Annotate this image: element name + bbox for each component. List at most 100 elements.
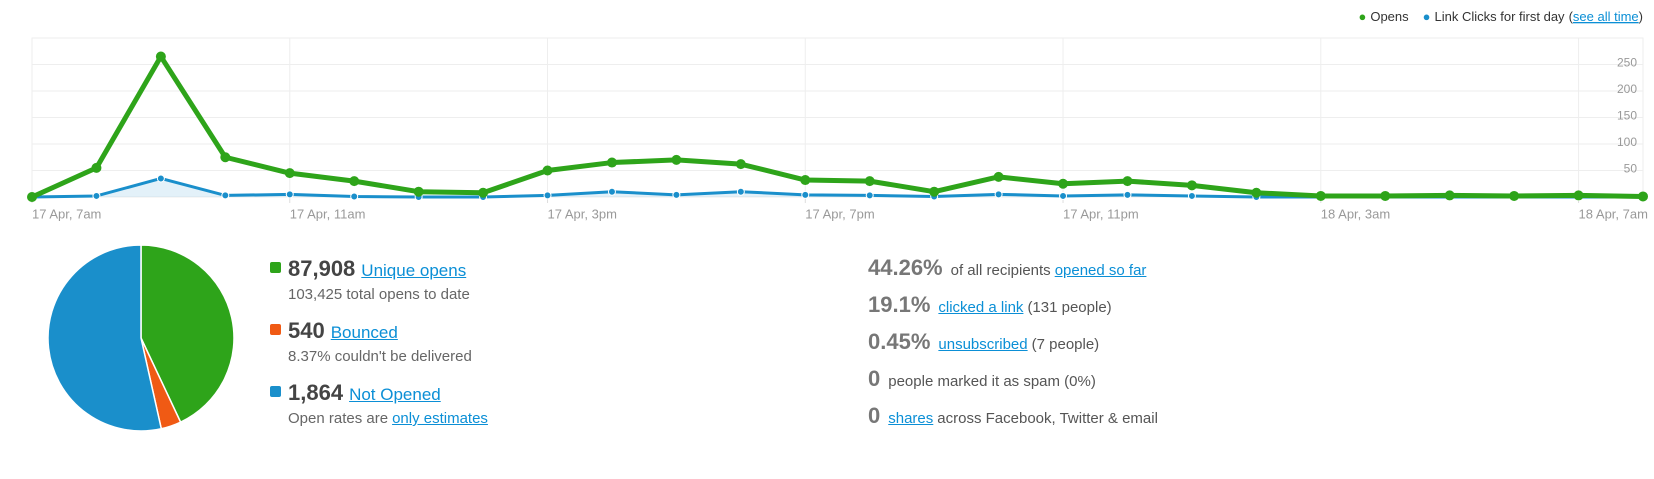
point — [865, 191, 874, 200]
point — [1573, 190, 1584, 201]
point — [735, 159, 746, 170]
stat-row: 0.45% unsubscribed (7 people) — [868, 329, 1099, 355]
point — [542, 165, 553, 176]
point — [671, 154, 682, 165]
x-tick-label: 17 Apr, 11am — [290, 206, 366, 221]
legend-link[interactable]: see all time — [1573, 9, 1639, 24]
legend-square — [270, 262, 281, 273]
summary-note: 103,425 total opens to date — [288, 286, 470, 303]
pie-slice — [140, 244, 235, 424]
stat-row: 44.26% of all recipients opened so far — [868, 255, 1150, 281]
point — [1186, 180, 1197, 191]
x-tick-label: 17 Apr, 7pm — [805, 206, 874, 221]
point — [478, 187, 489, 198]
point — [994, 190, 1003, 199]
point — [993, 171, 1004, 182]
summary-row: 87,908 Unique opens — [270, 256, 466, 282]
point — [929, 186, 940, 197]
point — [221, 191, 230, 200]
point — [350, 192, 359, 201]
x-tick-label: 18 Apr, 3am — [1321, 206, 1390, 221]
note-text: Open rates are — [288, 410, 389, 427]
point — [413, 186, 424, 197]
pie-chart — [47, 244, 235, 432]
stat-row: 19.1% clicked a link (131 people) — [868, 292, 1112, 318]
y-tick-label: 200 — [1617, 82, 1637, 96]
summary-number: 540 — [288, 318, 325, 343]
stat-number: 44.26% — [868, 255, 943, 280]
stat-link[interactable]: unsubscribed — [938, 336, 1028, 353]
point — [864, 176, 875, 187]
line — [30, 54, 1644, 200]
y-tick-label: 100 — [1617, 135, 1637, 149]
point — [349, 176, 360, 187]
point — [1123, 190, 1132, 199]
summary-note: 8.37% couldn't be delivered — [288, 348, 472, 365]
x-tick-label: 17 Apr, 3pm — [548, 206, 617, 221]
pie-slice — [47, 244, 163, 432]
y-tick-label: 250 — [1617, 56, 1637, 70]
point — [1315, 190, 1326, 201]
stat-link[interactable]: shares — [888, 410, 934, 427]
stat-number: 0 — [868, 403, 881, 428]
point — [92, 191, 101, 200]
point — [1638, 191, 1648, 202]
note-text: 8.37% couldn't be delivered — [288, 348, 472, 365]
legend: ● Opens ● Link Clicks for first day (see all… — [1358, 9, 1643, 24]
stat-number: 19.1% — [868, 292, 931, 317]
summary-note: Open rates are only estimates — [288, 410, 488, 427]
stat-text: people marked it as spam (0%) — [888, 373, 1096, 390]
legend-paren: ) — [1639, 9, 1643, 24]
legend-marker: ● — [1358, 9, 1366, 24]
stat-row: 0 shares across Facebook, Twitter & email — [868, 403, 1158, 429]
legend-square — [270, 324, 281, 335]
point — [155, 51, 166, 62]
point — [1122, 176, 1133, 187]
point — [1444, 190, 1455, 201]
y-tick-label: 150 — [1617, 109, 1637, 123]
summary-row: 1,864 Not Opened — [270, 380, 441, 406]
x-tick-label: 18 Apr, 7am — [1579, 206, 1648, 221]
stat-text: (7 people) — [1031, 336, 1100, 353]
x-tick-label: 17 Apr, 11pm — [1063, 206, 1139, 221]
point — [672, 190, 681, 199]
legend-marker: ● — [1423, 9, 1431, 24]
point — [91, 162, 102, 173]
point — [1251, 187, 1262, 198]
summary-link[interactable]: Not Opened — [349, 385, 441, 404]
stat-number: 0 — [868, 366, 881, 391]
summary-link[interactable]: Bounced — [330, 323, 398, 342]
stat-text: of all recipients — [950, 262, 1051, 279]
stat-link[interactable]: opened so far — [1054, 262, 1147, 279]
area — [32, 178, 1643, 197]
x-tick-label: 17 Apr, 7am — [32, 206, 101, 221]
point — [1380, 190, 1391, 201]
point — [1058, 178, 1069, 189]
point — [607, 187, 616, 196]
point — [800, 175, 811, 186]
point — [736, 187, 745, 196]
legend-square — [270, 386, 281, 397]
legend-label: Link Clicks for first day — [1435, 9, 1566, 24]
point — [284, 168, 295, 179]
point — [1187, 191, 1196, 200]
stat-text: across Facebook, Twitter & email — [937, 410, 1158, 427]
point — [156, 174, 165, 183]
summary-row: 540 Bounced — [270, 318, 398, 344]
point — [801, 190, 810, 199]
stat-row: 0 people marked it as spam (0%) — [868, 366, 1100, 392]
y-tick-label: 50 — [1624, 162, 1638, 176]
point — [606, 157, 617, 168]
stat-text: (131 people) — [1027, 299, 1112, 316]
point — [220, 152, 231, 163]
legend-paren: ( — [1569, 9, 1574, 24]
summary-link[interactable]: Unique opens — [361, 261, 467, 280]
stat-link[interactable]: clicked a link — [938, 299, 1024, 316]
note-link[interactable]: only estimates — [392, 410, 488, 427]
point — [285, 190, 294, 199]
point — [1059, 191, 1068, 200]
point — [543, 191, 552, 200]
note-text: 103,425 total opens to date — [288, 286, 470, 303]
stat-number: 0.45% — [868, 329, 931, 354]
point — [27, 192, 37, 202]
